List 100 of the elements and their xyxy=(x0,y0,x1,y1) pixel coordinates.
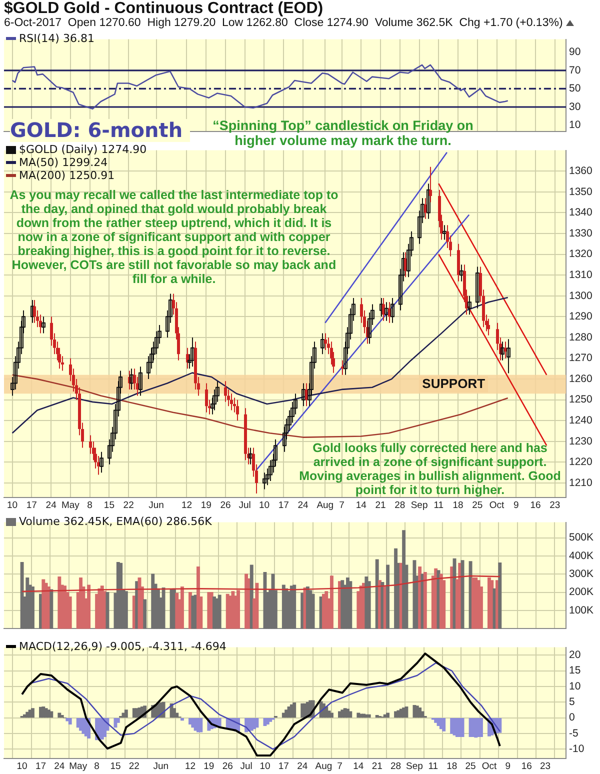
x-tick-label: 10 xyxy=(258,500,270,511)
candlestick xyxy=(236,399,239,422)
y-tick-label: 1350 xyxy=(569,186,593,198)
candlestick xyxy=(100,451,104,474)
x-tick-label: May xyxy=(69,760,88,772)
x-tick-label: 17 xyxy=(26,500,37,511)
y-tick-label: 70 xyxy=(569,64,581,76)
bar xyxy=(386,712,390,718)
bar xyxy=(255,582,259,629)
y-tick-label: 1320 xyxy=(569,248,593,260)
bar xyxy=(479,718,483,737)
legend-label: MA(50) 1299.24 xyxy=(19,156,108,169)
x-tick-label: 24 xyxy=(297,760,308,772)
x-tick-label: 19 xyxy=(200,500,212,511)
y-tick-label: 100K xyxy=(569,604,594,616)
x-tick-label: 7 xyxy=(337,760,342,772)
y-tick-label: 1300 xyxy=(569,290,593,302)
bar xyxy=(162,587,166,629)
candlestick xyxy=(320,332,324,355)
x-tick-label: 17 xyxy=(278,500,289,511)
bar xyxy=(218,594,222,629)
x-tick-label: May xyxy=(61,500,80,511)
y-tick-label: 400K xyxy=(569,550,594,562)
y-tick-label: -5 xyxy=(569,727,578,740)
candlestick xyxy=(487,318,490,336)
y-tick-label: 1280 xyxy=(569,331,593,344)
x-tick-label: 10 xyxy=(260,760,270,772)
x-tick-label: 9 xyxy=(505,760,511,772)
y-tick-label: 10 xyxy=(569,119,581,132)
x-tick-label: Sep xyxy=(406,760,423,772)
x-tick-label: 24 xyxy=(298,500,308,511)
candlestick xyxy=(33,300,36,324)
candlestick xyxy=(476,266,480,309)
x-tick-label: 11 xyxy=(428,760,438,772)
x-tick-label: 24 xyxy=(46,500,56,511)
bar xyxy=(119,562,123,629)
bar xyxy=(66,718,70,722)
bar xyxy=(236,590,240,629)
x-tick-label: 19 xyxy=(204,760,214,772)
bar xyxy=(498,562,502,629)
legend-label: MA(200) 1250.91 xyxy=(19,169,115,182)
y-tick-label: 15 xyxy=(569,664,581,677)
x-tick-label: 12 xyxy=(184,760,196,772)
x-tick-label: 25 xyxy=(472,500,483,511)
bar xyxy=(50,589,54,629)
x-tick-label: 18 xyxy=(446,760,458,772)
x-tick-label: 26 xyxy=(220,500,231,511)
x-tick-label: 15 xyxy=(104,500,114,511)
bar xyxy=(348,711,352,718)
bar xyxy=(199,718,203,732)
candlestick xyxy=(429,166,432,203)
candlestick xyxy=(382,297,385,322)
x-tick-label: 12 xyxy=(181,500,192,511)
candlestick xyxy=(42,316,46,334)
legend-label: $GOLD (Daily) 1274.90 xyxy=(19,143,147,156)
candlestick xyxy=(205,382,208,413)
bar xyxy=(180,718,184,721)
bar xyxy=(292,584,296,629)
bar xyxy=(124,591,128,629)
x-tick-label: Oct xyxy=(489,500,505,511)
y-tick-label: 200K xyxy=(569,586,594,598)
x-tick-label: 22 xyxy=(123,500,134,511)
y-tick-label: 1290 xyxy=(569,310,593,323)
y-tick-label: 1230 xyxy=(569,435,593,448)
y-tick-label: 1340 xyxy=(569,206,593,219)
bar xyxy=(498,718,502,733)
bar xyxy=(434,718,438,723)
candlestick xyxy=(506,338,510,374)
candlestick xyxy=(262,472,266,490)
y-tick-label: 50 xyxy=(569,82,581,95)
bar xyxy=(367,714,371,718)
y-tick-label: 1360 xyxy=(569,164,593,177)
y-tick-label: -10 xyxy=(569,743,584,756)
bar xyxy=(124,710,128,718)
legend-label: RSI(14) 36.81 xyxy=(19,32,94,45)
candlestick xyxy=(426,183,430,220)
bar xyxy=(30,708,34,718)
bar xyxy=(180,586,184,629)
y-tick-label: 1330 xyxy=(569,227,593,240)
bar xyxy=(268,718,272,722)
x-tick-label: 10 xyxy=(7,500,18,511)
y-tick-label: 30 xyxy=(569,100,581,113)
bar xyxy=(460,718,464,737)
x-tick-label: 28 xyxy=(394,500,406,511)
x-tick-label: Aug xyxy=(315,760,332,772)
annotation: Gold looks fully corrected here and has arrived in a zone of significant support. Moving averages in bullish alignment. Good point for it to turn higher. xyxy=(298,441,562,497)
x-tick-label: Oct xyxy=(482,760,497,772)
y-tick-label: 5 xyxy=(569,696,575,708)
y-tick-label: 1250 xyxy=(569,394,593,406)
x-tick-label: 8 xyxy=(94,760,100,772)
candlestick xyxy=(468,295,472,316)
y-tick-label: 20 xyxy=(569,649,581,662)
x-tick-label: 23 xyxy=(550,500,560,511)
x-tick-label: 17 xyxy=(278,760,289,772)
candlestick xyxy=(324,332,327,350)
candlestick xyxy=(442,224,446,240)
bar xyxy=(404,706,408,718)
x-tick-label: Aug xyxy=(316,500,334,511)
x-tick-label: 9 xyxy=(514,500,519,511)
bar xyxy=(255,718,259,728)
